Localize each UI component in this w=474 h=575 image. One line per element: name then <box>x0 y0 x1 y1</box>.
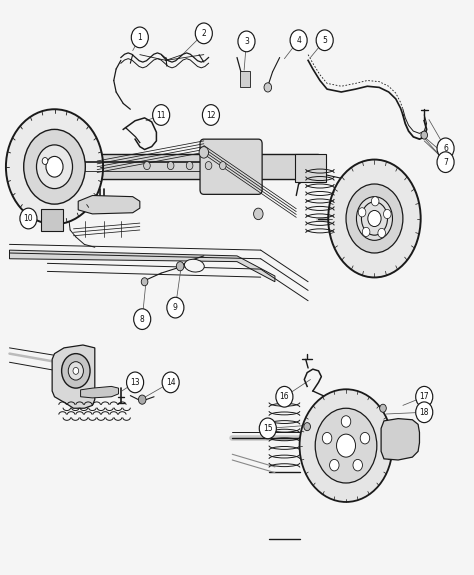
Circle shape <box>238 31 255 52</box>
Circle shape <box>202 105 219 125</box>
Circle shape <box>264 83 272 92</box>
Circle shape <box>380 404 386 412</box>
FancyBboxPatch shape <box>295 154 326 182</box>
Circle shape <box>138 395 146 404</box>
Text: 15: 15 <box>263 424 273 433</box>
Text: 17: 17 <box>419 392 429 401</box>
Text: 3: 3 <box>244 37 249 46</box>
Circle shape <box>346 184 403 253</box>
Text: 9: 9 <box>173 303 178 312</box>
Text: 13: 13 <box>130 378 140 387</box>
Polygon shape <box>81 386 118 398</box>
Text: 2: 2 <box>201 29 206 38</box>
Circle shape <box>316 30 333 51</box>
Text: 7: 7 <box>443 158 448 167</box>
Circle shape <box>322 432 332 444</box>
Circle shape <box>353 459 363 471</box>
Circle shape <box>134 309 151 329</box>
Circle shape <box>73 367 79 374</box>
Circle shape <box>416 402 433 423</box>
Circle shape <box>62 354 90 388</box>
Text: 18: 18 <box>419 408 429 417</box>
Circle shape <box>176 262 184 271</box>
Circle shape <box>254 208 263 220</box>
Circle shape <box>356 197 392 240</box>
Circle shape <box>205 162 212 170</box>
Circle shape <box>162 372 179 393</box>
Circle shape <box>46 156 63 177</box>
Circle shape <box>42 158 48 164</box>
Circle shape <box>329 459 339 471</box>
Circle shape <box>416 386 433 407</box>
Circle shape <box>219 162 226 170</box>
Text: 1: 1 <box>137 33 142 42</box>
Text: 8: 8 <box>140 315 145 324</box>
Text: 4: 4 <box>296 36 301 45</box>
Ellipse shape <box>328 159 421 277</box>
Circle shape <box>383 209 391 218</box>
Circle shape <box>341 416 351 427</box>
Circle shape <box>437 138 454 159</box>
Circle shape <box>167 297 184 318</box>
Circle shape <box>315 408 377 483</box>
Circle shape <box>199 147 209 158</box>
Text: 6: 6 <box>443 144 448 153</box>
Circle shape <box>362 227 370 236</box>
Circle shape <box>127 372 144 393</box>
Circle shape <box>20 208 37 229</box>
Circle shape <box>360 432 370 444</box>
FancyBboxPatch shape <box>200 139 262 194</box>
Text: 11: 11 <box>156 110 166 120</box>
Circle shape <box>371 197 379 206</box>
Circle shape <box>131 27 148 48</box>
Polygon shape <box>381 419 419 460</box>
Circle shape <box>368 210 381 227</box>
Circle shape <box>290 30 307 51</box>
FancyBboxPatch shape <box>41 209 63 231</box>
Circle shape <box>378 228 385 237</box>
Circle shape <box>68 362 83 380</box>
Circle shape <box>337 434 356 457</box>
Text: 14: 14 <box>166 378 175 387</box>
Polygon shape <box>78 196 140 214</box>
Circle shape <box>195 23 212 44</box>
Circle shape <box>358 208 366 217</box>
Ellipse shape <box>6 109 103 224</box>
Polygon shape <box>9 250 275 282</box>
Circle shape <box>276 386 293 407</box>
Polygon shape <box>52 345 95 408</box>
Circle shape <box>153 105 170 125</box>
Text: 12: 12 <box>206 110 216 120</box>
Text: 10: 10 <box>24 214 33 223</box>
Circle shape <box>144 162 150 170</box>
Circle shape <box>186 162 193 170</box>
Circle shape <box>36 145 73 189</box>
Circle shape <box>167 162 174 170</box>
Text: 16: 16 <box>280 392 289 401</box>
Circle shape <box>421 131 428 139</box>
Circle shape <box>24 129 85 204</box>
Circle shape <box>437 152 454 172</box>
Circle shape <box>300 389 392 502</box>
Ellipse shape <box>184 259 204 272</box>
Circle shape <box>141 278 148 286</box>
Circle shape <box>304 423 310 431</box>
FancyBboxPatch shape <box>240 71 250 87</box>
Text: 5: 5 <box>322 36 327 45</box>
Circle shape <box>259 418 276 439</box>
